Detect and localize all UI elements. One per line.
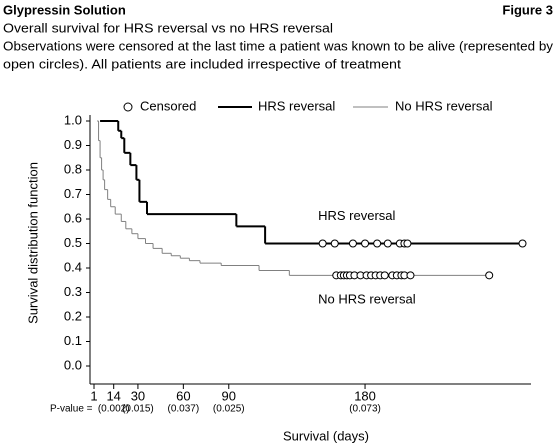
censored-marker — [406, 271, 415, 280]
y-tick-label: 0.9 — [64, 137, 82, 152]
y-tick-label: 1.0 — [64, 112, 82, 127]
y-tick-label: 0.5 — [64, 235, 82, 250]
pvalue-label: P-value = — [50, 404, 93, 415]
censored-marker — [318, 239, 327, 248]
censored-marker — [383, 239, 392, 248]
censored-marker — [348, 239, 357, 248]
x-tick-label: 1 — [90, 388, 97, 403]
censored-marker — [361, 239, 370, 248]
censored-marker — [330, 239, 339, 248]
y-tick-label: 0.7 — [64, 186, 82, 201]
y-tick-label: 0.4 — [64, 259, 82, 274]
x-tick-label: 180 — [354, 388, 376, 403]
x-tick-label: 60 — [176, 388, 190, 403]
note-line: Observations were censored at the last t… — [3, 38, 554, 53]
x-tick-label: 14 — [106, 388, 120, 403]
y-axis-label: Survival distribution function — [25, 162, 40, 324]
y-tick-label: 0.0 — [64, 357, 82, 372]
censored-marker — [518, 239, 527, 248]
y-tick-label: 0.8 — [64, 161, 82, 176]
legend-censored-marker — [123, 102, 133, 112]
legend-label: No HRS reversal — [395, 98, 493, 113]
censored-marker — [485, 271, 494, 280]
x-tick-label: 30 — [131, 388, 145, 403]
x-axis-label: Survival (days) — [283, 428, 369, 443]
note-line: open circles). All patients are included… — [3, 56, 401, 71]
y-tick-label: 0.1 — [64, 333, 82, 348]
pvalue: (0.025) — [213, 404, 245, 415]
censored-marker — [373, 239, 382, 248]
header-title: Glypressin Solution — [3, 2, 126, 17]
y-tick-label: 0.2 — [64, 308, 82, 323]
y-tick-label: 0.3 — [64, 284, 82, 299]
annotation: No HRS reversal — [318, 291, 416, 306]
subtitle: Overall survival for HRS reversal vs no … — [3, 20, 333, 35]
pvalue: (0.073) — [349, 404, 381, 415]
y-tick-label: 0.6 — [64, 210, 82, 225]
pvalue: (0.037) — [168, 404, 200, 415]
legend-label: Censored — [140, 98, 196, 113]
legend-label: HRS reversal — [258, 98, 335, 113]
pvalue: (0.002) — [98, 404, 130, 415]
x-tick-label: 90 — [222, 388, 236, 403]
pvalue: (0.015) — [122, 404, 154, 415]
figure-label: Figure 3 — [502, 2, 553, 17]
annotation: HRS reversal — [318, 208, 395, 223]
censored-marker — [380, 271, 389, 280]
censored-marker — [403, 239, 412, 248]
